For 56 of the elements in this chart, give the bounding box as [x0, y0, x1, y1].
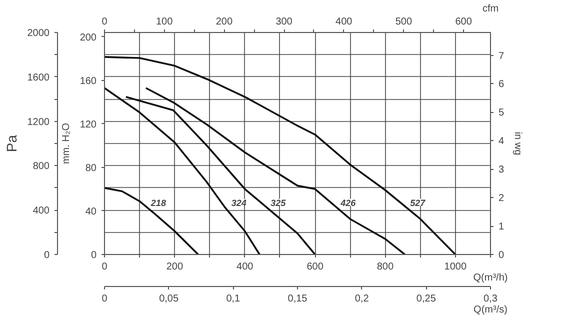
series-label: 325 — [270, 198, 287, 208]
y-axis-title: Pa — [3, 134, 20, 152]
x2-tick-label: 400 — [336, 16, 353, 28]
text: 0,05 — [159, 294, 180, 304]
text: 0,15 — [288, 294, 308, 304]
y3-tick-label: 4 — [498, 136, 504, 148]
x2-tick-label: 300 — [276, 16, 293, 28]
series-label: 218 — [150, 198, 166, 208]
x2-tick-label: 0 — [102, 16, 108, 28]
y3-tick-label: 0 — [498, 250, 504, 261]
text: 0,25 — [416, 294, 436, 304]
text: 0,2 — [354, 294, 370, 304]
text: 0,3 — [484, 294, 498, 304]
y2-axis-title: mm. H₂O — [60, 122, 72, 164]
x-tick-label: 400 — [236, 262, 254, 272]
y-tick-label: 800 — [32, 161, 50, 172]
line-series — [104, 87, 260, 254]
y2-tick-label: 200 — [80, 32, 97, 44]
text: Q(m³/s) — [474, 304, 508, 316]
line-series — [125, 96, 316, 254]
y2-tick-label: 40 — [85, 206, 97, 218]
x-tick-label: 1000 — [444, 262, 467, 272]
y2-tick-label: 80 — [85, 162, 97, 174]
series-label: 426 — [340, 198, 357, 208]
y3-tick-label: 6 — [498, 79, 504, 90]
x2-tick-label: 500 — [395, 16, 413, 28]
x-tick-label: 800 — [376, 262, 394, 272]
series-label: 527 — [410, 198, 426, 208]
x2-tick-label: 200 — [216, 16, 233, 28]
y3-tick-label: 5 — [498, 108, 504, 119]
text: 0,1 — [226, 294, 241, 304]
y-tick-label: 400 — [32, 206, 50, 217]
x2-tick-label: 100 — [156, 16, 174, 28]
y3-tick-label: 2 — [498, 193, 504, 204]
y3-axis-title: in wg — [512, 132, 524, 156]
x-axis-title: Q(m³/h) — [473, 272, 508, 284]
line-series — [104, 56, 456, 254]
y-tick-label: 0 — [44, 250, 50, 261]
y-tick-label: 1200 — [27, 116, 50, 128]
x-tick-label: 600 — [306, 262, 324, 272]
x2-tick-label: 600 — [455, 16, 472, 28]
y-tick-label: 2000 — [27, 28, 50, 39]
y2-tick-label: 120 — [80, 119, 97, 130]
x-tick-label: 200 — [166, 262, 184, 272]
y2-tick-label: 160 — [80, 76, 97, 87]
y3-tick-label: 3 — [498, 164, 504, 176]
x2-axis-title: cfm — [482, 4, 499, 14]
y3-tick-label: 1 — [498, 222, 504, 233]
line-series — [104, 187, 200, 254]
y2-tick-label: 0 — [90, 250, 97, 261]
y3-tick-label: 7 — [498, 50, 504, 62]
x-tick-label: 0 — [102, 262, 108, 272]
y-tick-label: 1600 — [27, 72, 50, 84]
line-series — [145, 87, 406, 254]
text: 0 — [102, 294, 108, 304]
series-label: 324 — [231, 198, 246, 208]
